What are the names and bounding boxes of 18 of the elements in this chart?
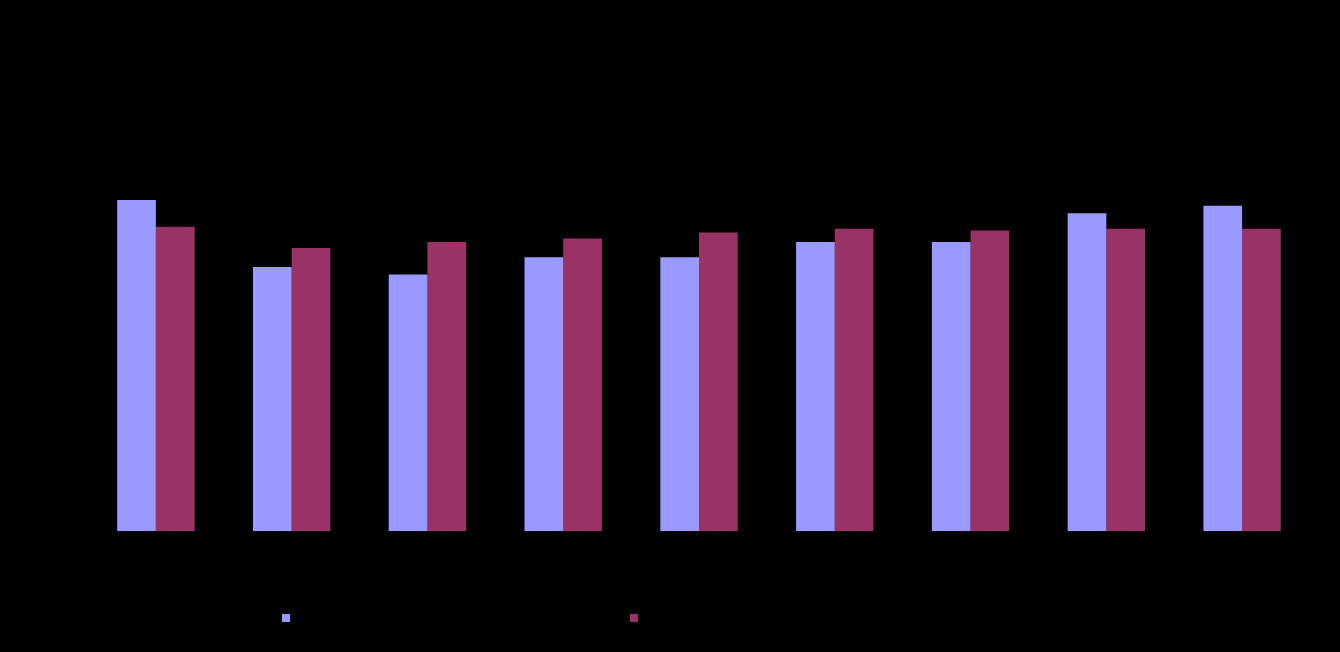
- bar: [931, 242, 971, 532]
- bar: [1203, 205, 1243, 532]
- bar: [291, 248, 331, 532]
- bar: [563, 238, 602, 532]
- bar: [834, 228, 874, 532]
- bar: [970, 230, 1010, 532]
- bar: [524, 257, 564, 532]
- bar: [388, 274, 428, 532]
- bar: [427, 242, 467, 532]
- bar: [1106, 228, 1146, 532]
- bar: [660, 257, 699, 532]
- bar: [155, 226, 195, 532]
- bar: [796, 242, 835, 532]
- bar: [699, 232, 738, 532]
- bar: [1242, 228, 1281, 532]
- bar: [1067, 213, 1107, 532]
- bar: [117, 200, 156, 532]
- bar: [252, 266, 292, 532]
